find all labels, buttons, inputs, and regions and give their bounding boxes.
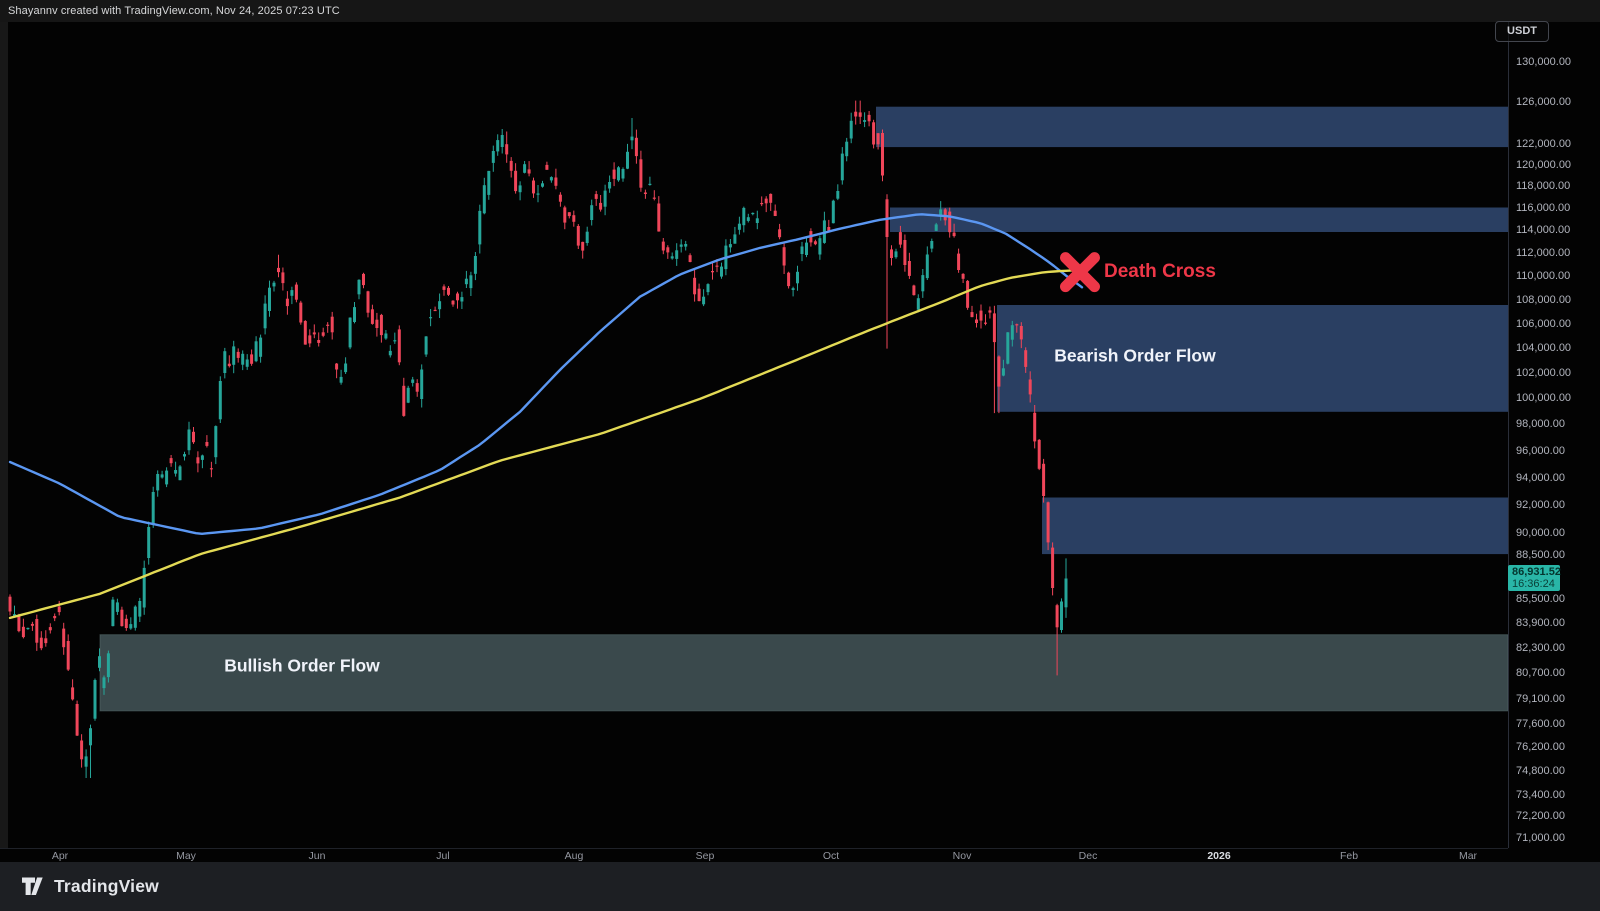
bearish-order-flow-zone[interactable] (997, 305, 1508, 412)
price-axis-label: 104,000.00 (1516, 342, 1572, 355)
price-axis-label: 74,800.00 (1516, 764, 1565, 777)
footer-bar: TradingView (0, 862, 1600, 911)
time-axis-label-feb: Feb (1339, 850, 1359, 862)
price-axis-label: 114,000.00 (1516, 224, 1571, 237)
tradingview-logo-icon (22, 877, 43, 895)
price-chart[interactable] (0, 0, 1508, 848)
price-axis-label: 108,000.00 (1516, 293, 1572, 306)
price-axis-label: 72,200.00 (1516, 810, 1565, 822)
price-axis-label: 92,000.00 (1516, 499, 1565, 512)
time-axis-label-apr: Apr (51, 850, 69, 862)
ma-slow-line[interactable] (8, 268, 1084, 620)
time-axis-label-sep: Sep (695, 850, 715, 862)
time-axis-label-oct: Oct (822, 850, 840, 862)
price-axis-label: 80,700.00 (1516, 667, 1565, 680)
time-axis-label-nov: Nov (952, 850, 972, 862)
price-axis-label: 71,000.00 (1516, 831, 1565, 844)
death-cross-icon[interactable] (1060, 252, 1100, 293)
price-axis-label: 82,300.00 (1516, 642, 1565, 655)
time-axis-label-aug: Aug (564, 850, 584, 862)
price-axis-label: 94,000.00 (1516, 471, 1565, 484)
price-axis-label: 118,000.00 (1516, 180, 1571, 193)
time-axis-label-may: May (176, 850, 196, 862)
time-axis-label-jun: Jun (308, 850, 326, 862)
supply-zone-114k-116k[interactable] (890, 207, 1508, 233)
last-price-badge: 86,931.52 16:36:24 (1508, 565, 1561, 592)
left-margin-strip (0, 22, 8, 848)
price-axis-label: 85,500.00 (1516, 593, 1565, 606)
supply-zone-89k-93k[interactable] (1042, 497, 1508, 555)
supply-zone-122k-126k[interactable] (876, 106, 1508, 148)
price-axis-label: 100,000.00 (1516, 392, 1572, 405)
price-axis-label: 112,000.00 (1516, 247, 1571, 260)
price-axis-label: 79,100.00 (1516, 693, 1565, 705)
price-axis-label: 96,000.00 (1516, 444, 1565, 457)
price-axis-label: 120,000.00 (1516, 158, 1572, 171)
price-axis-label: 98,000.00 (1516, 418, 1565, 431)
tradingview-logo[interactable]: TradingView (22, 876, 159, 897)
attribution-text: Shayannv created with TradingView.com, N… (8, 5, 340, 17)
time-axis[interactable]: Apr May Jun Jul Aug Sep Oct Nov Dec 2026 Feb Mar (0, 848, 1508, 862)
price-axis-label: 77,600.00 (1516, 717, 1565, 730)
time-axis-label-2026: 2026 (1207, 850, 1231, 862)
price-axis-label: 106,000.00 (1516, 317, 1572, 330)
last-price-value: 86,931.52 (1512, 566, 1561, 579)
time-axis-label-mar: Mar (1458, 850, 1478, 862)
price-axis-label: 88,500.00 (1516, 549, 1565, 562)
time-axis-label-jul: Jul (436, 850, 450, 862)
price-axis-label: 102,000.00 (1516, 367, 1572, 380)
ma-fast-line[interactable] (8, 213, 1084, 535)
price-axis-label: 130,000.00 (1516, 56, 1572, 69)
price-axis-label: 122,000.00 (1516, 137, 1572, 150)
quote-currency-badge[interactable]: USDT (1495, 21, 1549, 42)
bullish-order-flow-zone[interactable] (99, 634, 1508, 712)
brand-wordmark: TradingView (54, 876, 159, 896)
price-axis-label: 83,900.00 (1516, 617, 1565, 630)
candle-countdown: 16:36:24 (1512, 578, 1555, 591)
price-axis-label: 73,400.00 (1516, 788, 1565, 801)
time-axis-label-dec: Dec (1078, 850, 1098, 862)
price-axis-label: 116,000.00 (1516, 202, 1571, 215)
price-axis-label: 76,200.00 (1516, 740, 1565, 753)
price-axis[interactable]: 86,931.52 16:36:24 130,000.00 126,000.00 1… (1508, 22, 1600, 848)
price-axis-label: 126,000.00 (1516, 96, 1572, 109)
chart-header: Shayannv created with TradingView.com, N… (0, 0, 1600, 22)
price-axis-label: 110,000.00 (1516, 270, 1571, 283)
price-axis-label: 90,000.00 (1516, 527, 1565, 540)
